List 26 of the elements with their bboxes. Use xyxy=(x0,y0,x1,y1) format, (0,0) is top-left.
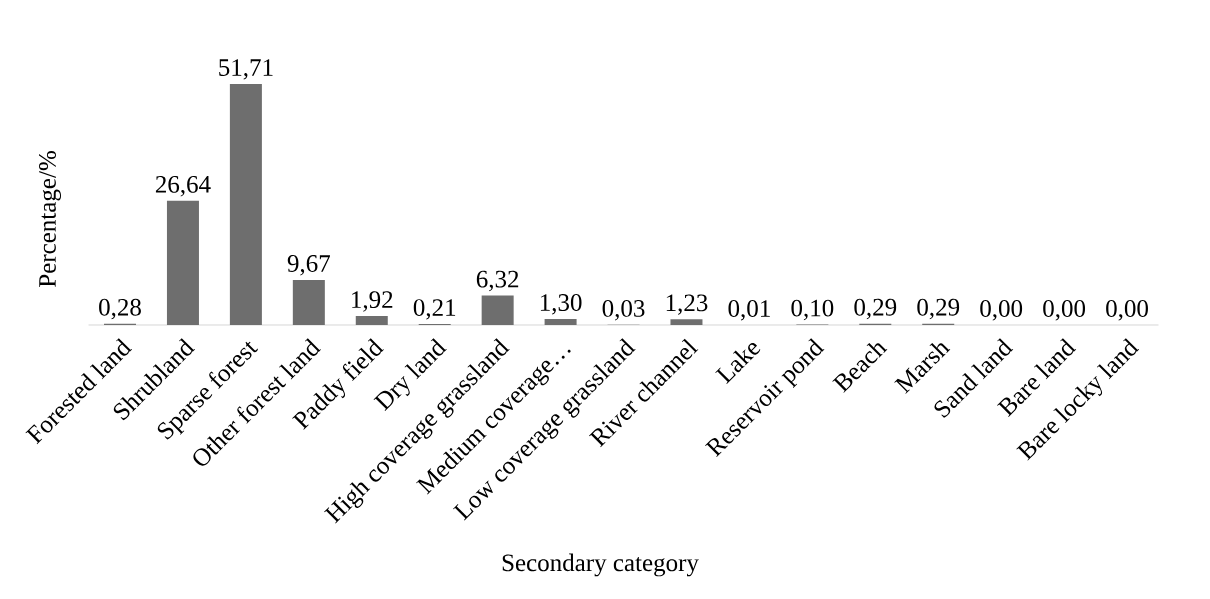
bar xyxy=(166,200,199,325)
data-label: 51,71 xyxy=(219,59,273,80)
data-label: 0,00 xyxy=(1106,300,1148,321)
bar xyxy=(670,319,703,325)
bar xyxy=(544,318,577,325)
bar xyxy=(292,279,325,325)
bar xyxy=(481,295,514,325)
data-label: 1,23 xyxy=(666,294,708,315)
y-axis-title: Percentage/% xyxy=(39,151,62,287)
data-label: 0,29 xyxy=(917,298,960,320)
data-label: 0,01 xyxy=(728,300,770,321)
data-label: 0,03 xyxy=(602,299,645,321)
data-label: 1,30 xyxy=(540,294,582,315)
x-axis-title: Secondary category xyxy=(502,553,699,577)
data-label: 0,10 xyxy=(791,299,834,321)
data-label: 26,64 xyxy=(155,175,211,197)
data-label: 0,21 xyxy=(413,299,456,320)
data-label: 9,67 xyxy=(287,255,330,276)
data-label: 1,92 xyxy=(352,291,393,312)
data-label: 0,00 xyxy=(1043,300,1086,321)
bar xyxy=(355,316,388,325)
data-label: 6,32 xyxy=(476,270,519,292)
data-label: 0,29 xyxy=(854,298,897,320)
data-label: 0,28 xyxy=(99,298,141,320)
bar xyxy=(229,83,262,325)
data-label: 0,00 xyxy=(980,300,1023,321)
